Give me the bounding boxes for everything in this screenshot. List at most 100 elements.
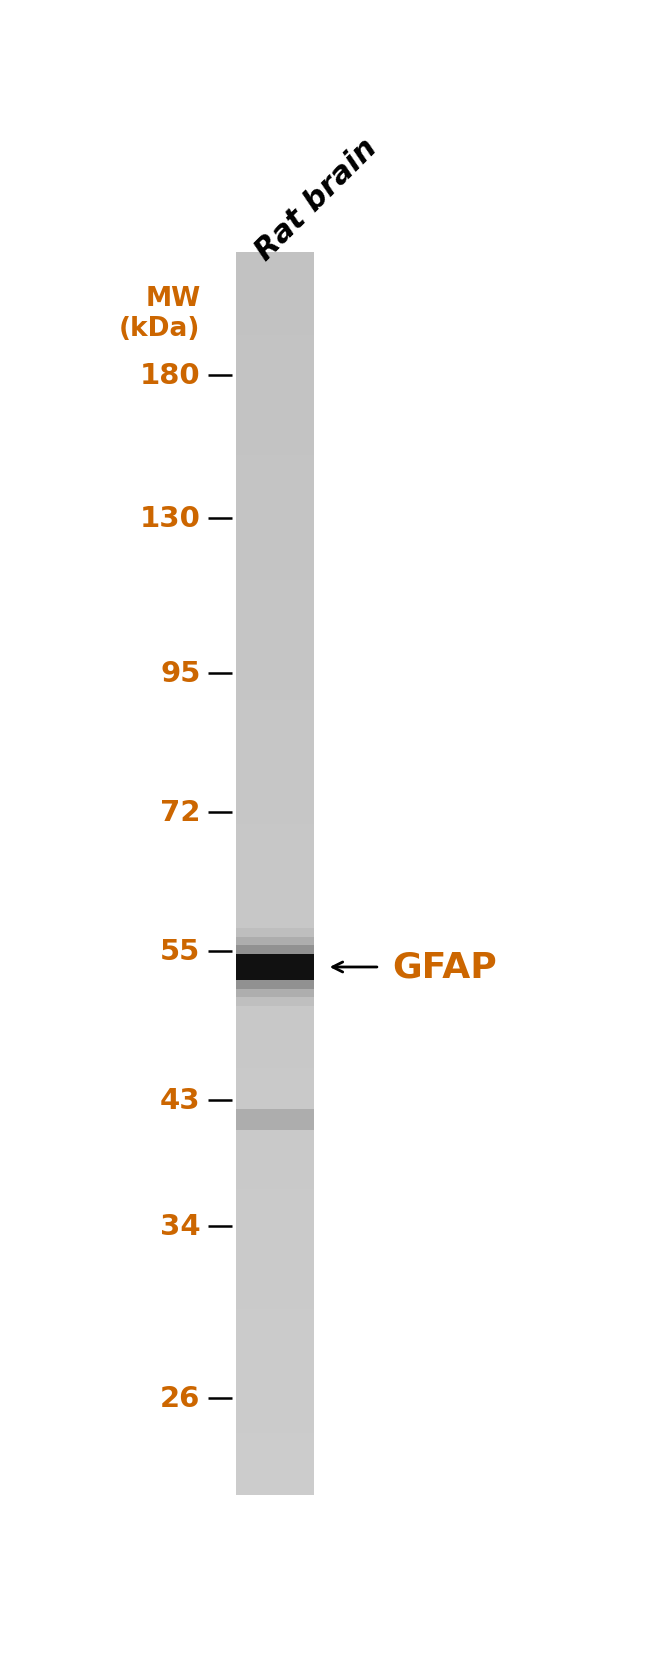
Bar (236, 721, 314, 726)
Bar (236, 543, 314, 548)
Bar (236, 1238, 314, 1243)
Bar (236, 1221, 314, 1226)
Bar (236, 1184, 314, 1189)
Bar (236, 457, 314, 460)
Bar (236, 361, 314, 365)
Bar (236, 489, 314, 494)
Bar (236, 796, 314, 800)
Bar (236, 1255, 314, 1260)
Bar (236, 1090, 314, 1094)
Bar (236, 882, 314, 887)
Bar (236, 294, 314, 299)
Bar (236, 348, 314, 353)
Bar (236, 477, 314, 480)
Bar (236, 1114, 314, 1119)
Bar (236, 1173, 314, 1176)
Bar (236, 738, 314, 743)
Bar (236, 689, 314, 692)
Bar (236, 845, 314, 850)
Bar (236, 1097, 314, 1102)
Bar (236, 684, 314, 689)
Bar (236, 1458, 314, 1462)
Bar (236, 627, 314, 630)
Bar (236, 1198, 314, 1201)
Bar (236, 534, 314, 539)
Bar (236, 1275, 314, 1280)
Bar (236, 921, 314, 924)
Bar (236, 1388, 314, 1391)
Bar (236, 1119, 314, 1122)
Text: 34: 34 (160, 1213, 200, 1240)
Bar (236, 1243, 314, 1247)
Bar (236, 386, 314, 390)
Bar (236, 1487, 314, 1492)
Bar (236, 1292, 314, 1297)
Bar (236, 1035, 314, 1040)
Bar (236, 1168, 314, 1173)
Bar (236, 879, 314, 882)
Bar (236, 1110, 314, 1131)
Bar (236, 771, 314, 774)
Bar (236, 1077, 314, 1082)
Bar (236, 1346, 314, 1351)
Bar (236, 551, 314, 556)
Bar (236, 506, 314, 511)
Bar (236, 398, 314, 403)
Bar (236, 842, 314, 845)
Bar (236, 800, 314, 805)
Text: 180: 180 (140, 363, 200, 390)
Bar (236, 316, 314, 319)
Bar (236, 675, 314, 680)
Bar (236, 1147, 314, 1151)
Bar (236, 410, 314, 415)
Bar (236, 427, 314, 432)
Bar (236, 865, 314, 870)
Bar (236, 1226, 314, 1230)
Bar (236, 390, 314, 395)
Bar (236, 601, 314, 605)
Bar (236, 1032, 314, 1035)
Bar (236, 497, 314, 502)
Bar (236, 1297, 314, 1300)
Bar (236, 576, 314, 580)
Bar (236, 1467, 314, 1470)
Bar (236, 1048, 314, 1052)
Bar (236, 816, 314, 820)
Bar (236, 941, 314, 944)
Bar (236, 568, 314, 573)
Bar (236, 1359, 314, 1362)
Bar (236, 650, 314, 655)
Bar (236, 265, 314, 270)
Bar (236, 1413, 314, 1416)
Bar (236, 853, 314, 858)
Bar (236, 605, 314, 610)
Bar (236, 1263, 314, 1267)
Bar (236, 717, 314, 721)
Bar (236, 353, 314, 356)
Bar (236, 1011, 314, 1015)
Bar (236, 432, 314, 435)
Bar (236, 531, 314, 534)
Bar (236, 726, 314, 729)
Bar (236, 791, 314, 796)
Bar (236, 1267, 314, 1272)
Bar (236, 564, 314, 568)
Bar (236, 1201, 314, 1206)
Bar (236, 833, 314, 837)
Bar (236, 1040, 314, 1043)
Bar (236, 998, 314, 1003)
Bar (236, 837, 314, 842)
Bar (236, 828, 314, 833)
Bar (236, 1068, 314, 1074)
Bar (236, 328, 314, 333)
Bar (236, 452, 314, 457)
Bar (236, 978, 314, 981)
Bar (236, 613, 314, 618)
Bar (236, 890, 314, 895)
Bar (236, 1193, 314, 1198)
Bar (236, 344, 314, 348)
Bar (236, 1450, 314, 1453)
Bar (236, 1272, 314, 1275)
Bar (236, 961, 314, 966)
Bar (236, 916, 314, 921)
